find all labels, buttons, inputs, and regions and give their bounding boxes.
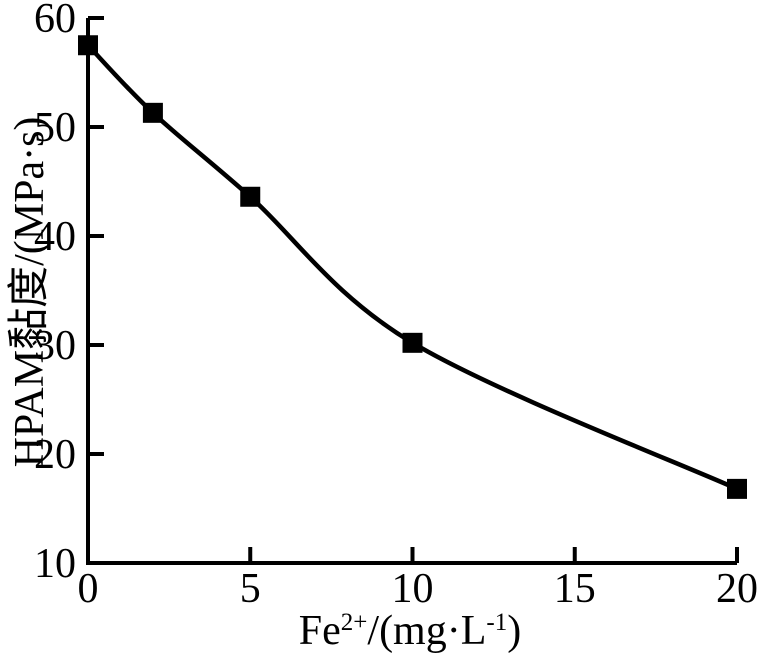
y-tick-label: 20 — [34, 432, 76, 478]
axis-spines — [86, 18, 737, 565]
x-tick-label: 10 — [392, 566, 434, 612]
series-curve — [85, 43, 740, 492]
x-tick-label: 20 — [716, 566, 758, 612]
y-axis-title: HPAM黏度/(MPa·s) — [7, 116, 53, 468]
data-point-marker — [402, 332, 423, 353]
y-tick-label: 40 — [34, 214, 76, 260]
y-tick-label: 30 — [34, 323, 76, 369]
data-point-marker — [240, 186, 261, 207]
data-point-marker — [727, 478, 747, 499]
x-axis-title-superscript-exponent: -1 — [486, 609, 508, 636]
data-point-marker — [142, 102, 163, 123]
y-tick-label: 10 — [34, 541, 76, 587]
x-axis-title-close-paren: ) — [507, 608, 522, 654]
x-axis-title-superscript-charge: 2+ — [340, 609, 368, 636]
x-tick-label: 5 — [240, 566, 261, 612]
x-axis-title-unit: /(mg·L — [367, 608, 487, 654]
x-tick-label: 15 — [554, 566, 596, 612]
x-tick-label: 0 — [78, 566, 99, 612]
x-axis-title: Fe2+/(mg·L-1) — [299, 610, 521, 652]
x-axis-title-base: Fe — [298, 608, 341, 654]
y-tick-label: 50 — [34, 105, 76, 151]
y-tick-label: 60 — [34, 0, 76, 42]
data-point-marker — [78, 35, 98, 56]
